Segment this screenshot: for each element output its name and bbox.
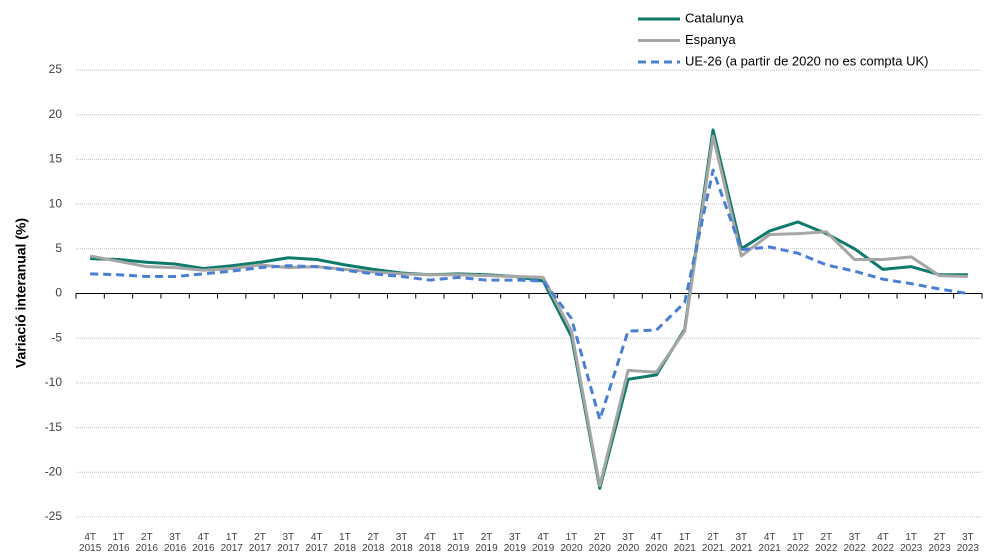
y-tick-label: -10 — [45, 375, 63, 389]
x-tick-label: 3T 2019 — [503, 532, 526, 554]
y-tick-label: 0 — [55, 286, 62, 300]
x-tick-label: 1T 2018 — [333, 532, 357, 554]
x-tick-label: 2T 2018 — [362, 532, 385, 554]
x-tick-label: 3T 2018 — [390, 532, 413, 554]
x-tick-label: 3T 2020 — [616, 532, 640, 554]
y-tick-label: -20 — [45, 464, 63, 478]
x-tick-label: 3T 2021 — [730, 532, 753, 554]
x-tick-label: 2T 2022 — [815, 532, 838, 554]
y-tick-label: 10 — [49, 196, 63, 210]
x-tick-label: 4T 2016 — [192, 532, 215, 554]
y-tick-label: 20 — [49, 107, 63, 121]
x-tick-label: 4T 2018 — [418, 532, 442, 554]
x-tick-label: 3T 2017 — [277, 532, 300, 554]
x-tick-label: 4T 2020 — [645, 532, 668, 554]
series-line — [90, 168, 969, 422]
x-tick-label: 2T 2021 — [701, 532, 725, 554]
y-tick-label: -5 — [51, 330, 62, 344]
y-tick-label: 15 — [49, 152, 63, 166]
legend-label: UE-26 (a partir de 2020 no es compta UK) — [685, 53, 929, 68]
x-tick-label: 4T 2021 — [758, 532, 781, 554]
x-tick-label: 4T 2017 — [305, 532, 328, 554]
x-tick-label: 1T 2022 — [786, 532, 810, 554]
y-tick-label: 25 — [49, 62, 63, 76]
y-tick-label: -15 — [45, 420, 63, 434]
x-tick-label: 3T 2016 — [163, 532, 187, 554]
x-tick-label: 4T 2019 — [532, 532, 555, 554]
x-tick-label: 4T 2015 — [79, 532, 102, 554]
x-tick-label: 1T 2017 — [220, 532, 243, 554]
x-tick-label: 2T 2016 — [135, 532, 158, 554]
x-tick-label: 2T 2019 — [475, 532, 498, 554]
x-tick-label: 2T 2023 — [928, 532, 951, 554]
x-tick-label: 1T 2016 — [107, 532, 130, 554]
x-tick-label: 2T 2017 — [248, 532, 272, 554]
x-tick-label: 1T 2023 — [900, 532, 923, 554]
series-line — [89, 134, 968, 488]
x-tick-label: 1T 2020 — [560, 532, 583, 554]
series-line — [90, 128, 968, 490]
y-tick-label: -25 — [45, 509, 63, 523]
x-tick-label: 3T 2022 — [843, 532, 866, 554]
x-tick-label: 2T 2020 — [588, 532, 611, 554]
legend-label: Catalunya — [685, 10, 744, 25]
x-tick-label: 3T 2023 — [956, 532, 979, 554]
x-tick-label: 1T 2021 — [673, 532, 696, 554]
legend-label: Espanya — [685, 32, 736, 47]
y-axis-label: Variació interanual (%) — [13, 218, 29, 368]
x-tick-label: 1T 2019 — [447, 532, 470, 554]
x-tick-label: 4T 2022 — [871, 532, 895, 554]
y-tick-label: 5 — [55, 241, 62, 255]
